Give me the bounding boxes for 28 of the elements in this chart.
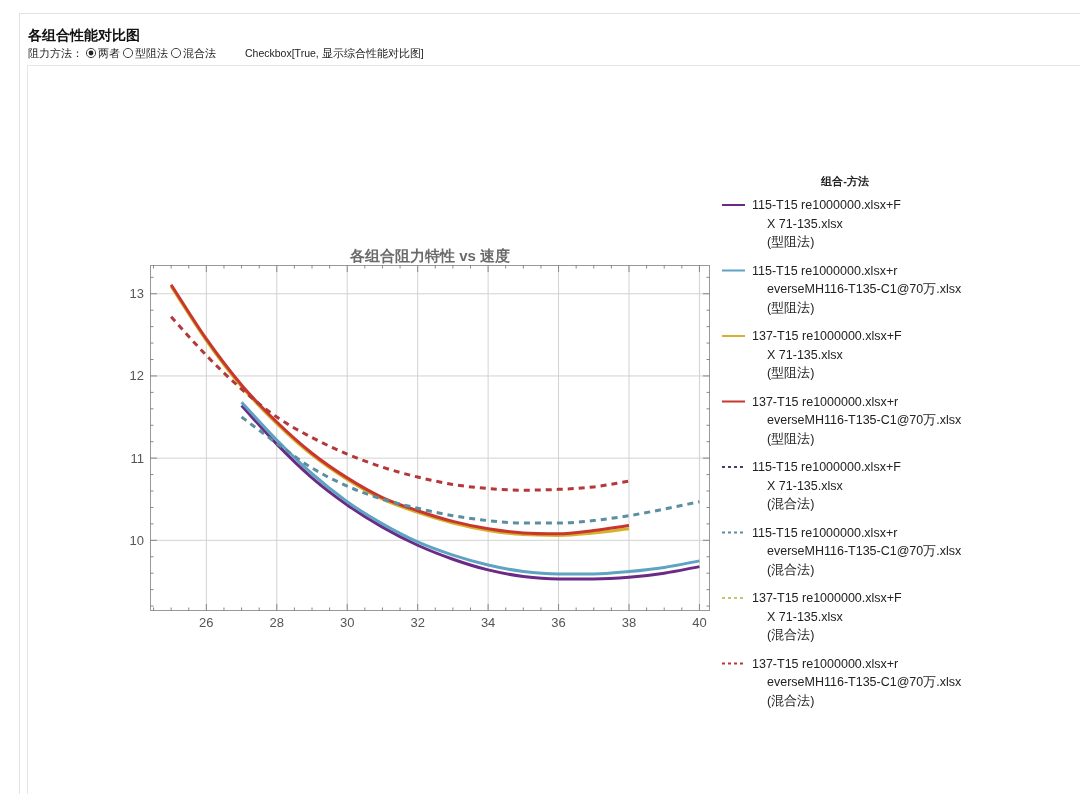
y-tick-label: 10 bbox=[129, 532, 144, 548]
x-tick-label: 26 bbox=[199, 615, 214, 630]
y-tick-label: 13 bbox=[129, 286, 144, 302]
legend-label: 115-T15 re1000000.xlsx+F X 71-135.xlsx (型阻法) bbox=[752, 198, 902, 249]
text: Checkbox[True, 显示综合性能对比图] bbox=[245, 47, 424, 59]
legend-label: 137-T15 re1000000.xlsx+r everseMH116-T135-C1@70万.xlsx (混合法) bbox=[752, 656, 963, 708]
x-tick-label: 38 bbox=[621, 615, 637, 630]
x-tick-label: 36 bbox=[551, 615, 566, 630]
legend-label: 115-T15 re1000000.xlsx+r everseMH116-T135-C1@70万.xlsx (型阻法) bbox=[752, 263, 963, 315]
x-tick-label: 30 bbox=[340, 615, 355, 630]
x-tick-label: 34 bbox=[480, 615, 496, 630]
y-tick-label: 11 bbox=[130, 450, 144, 466]
x-tick-label: 32 bbox=[410, 615, 425, 630]
text: 混合法 bbox=[183, 47, 216, 59]
legend-label: 115-T15 re1000000.xlsx+r everseMH116-T135-C1@70万.xlsx (混合法) bbox=[752, 525, 963, 577]
text: 各组合性能对比图 bbox=[27, 27, 140, 43]
text: 两者 bbox=[98, 47, 120, 59]
legend-title: 组合-方法 bbox=[820, 175, 869, 187]
text: 阻力方法： bbox=[28, 47, 83, 59]
legend-label: 137-T15 re1000000.xlsx+F X 71-135.xlsx (混合法) bbox=[752, 591, 903, 642]
text: 型阻法 bbox=[135, 47, 168, 59]
x-tick-label: 28 bbox=[269, 615, 285, 630]
legend-label: 137-T15 re1000000.xlsx+r everseMH116-T135-C1@70万.xlsx (型阻法) bbox=[752, 394, 963, 446]
legend-label: 137-T15 re1000000.xlsx+F X 71-135.xlsx (型阻法) bbox=[752, 329, 903, 380]
x-tick-label: 40 bbox=[692, 615, 707, 630]
y-tick-label: 12 bbox=[129, 368, 144, 384]
chart-title: 各组合阻力特性 vs 速度 bbox=[348, 247, 511, 264]
legend-label: 115-T15 re1000000.xlsx+F X 71-135.xlsx (混合法) bbox=[752, 460, 902, 511]
